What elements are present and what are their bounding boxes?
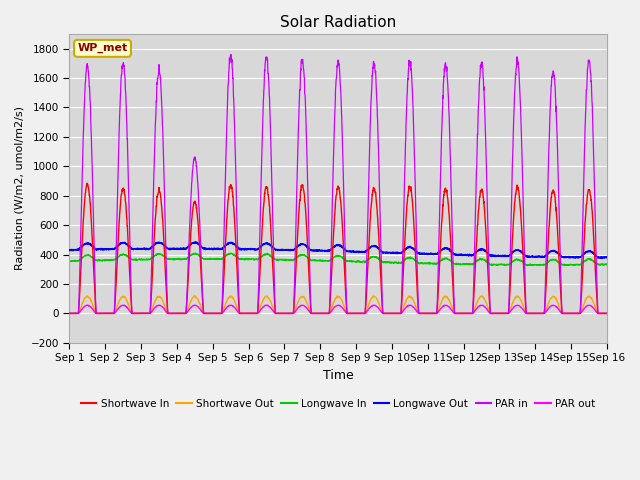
Legend: Shortwave In, Shortwave Out, Longwave In, Longwave Out, PAR in, PAR out: Shortwave In, Shortwave Out, Longwave In… (77, 395, 600, 413)
Title: Solar Radiation: Solar Radiation (280, 15, 396, 30)
X-axis label: Time: Time (323, 369, 353, 382)
Text: WP_met: WP_met (77, 43, 127, 53)
Y-axis label: Radiation (W/m2, umol/m2/s): Radiation (W/m2, umol/m2/s) (15, 107, 25, 270)
